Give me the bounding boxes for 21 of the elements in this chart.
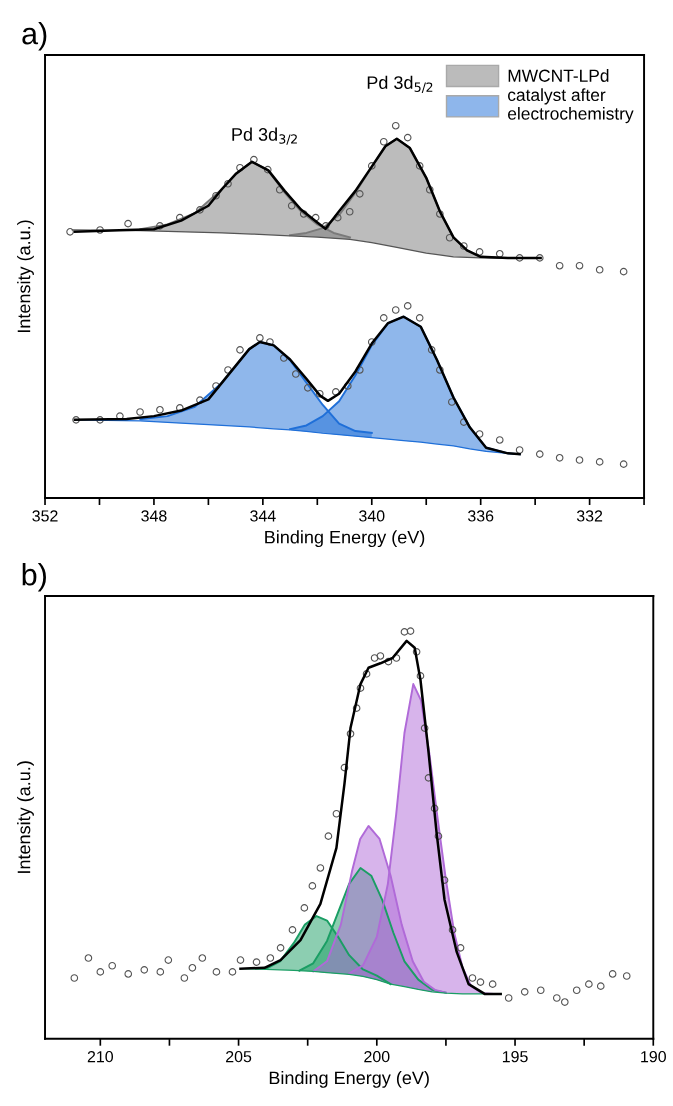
- y-axis-title: Intensity (a.u.): [17, 761, 34, 873]
- x-axis-title: Binding Energy (eV): [269, 1071, 429, 1088]
- annotation: Pd 3d$_{3/2}$: [232, 127, 297, 145]
- legend-label: MWCNT-LPd: [508, 69, 609, 82]
- x-tick-label: 336: [467, 510, 494, 522]
- x-tick-label: 200: [364, 1050, 390, 1063]
- x-tick-label: 348: [141, 510, 167, 522]
- x-tick-label: 210: [87, 1050, 114, 1063]
- x-tick-label: 190: [641, 1050, 666, 1063]
- legend-label: catalyst after electrochemistry: [508, 88, 634, 124]
- x-axis-title: Binding Energy (eV): [265, 530, 425, 548]
- x-tick-label: 344: [250, 510, 276, 522]
- text: a): [22, 22, 47, 51]
- x-tick-label: 205: [226, 1050, 252, 1063]
- text: b): [22, 563, 46, 592]
- x-tick-label: 352: [32, 510, 58, 522]
- x-tick-label: 332: [576, 510, 603, 522]
- x-tick-label: 195: [502, 1050, 528, 1063]
- x-tick-label: 340: [359, 510, 385, 522]
- y-axis-title: Intensity (a.u.): [17, 220, 34, 333]
- text: Pd 3d$_{5/2}$: [367, 75, 433, 93]
